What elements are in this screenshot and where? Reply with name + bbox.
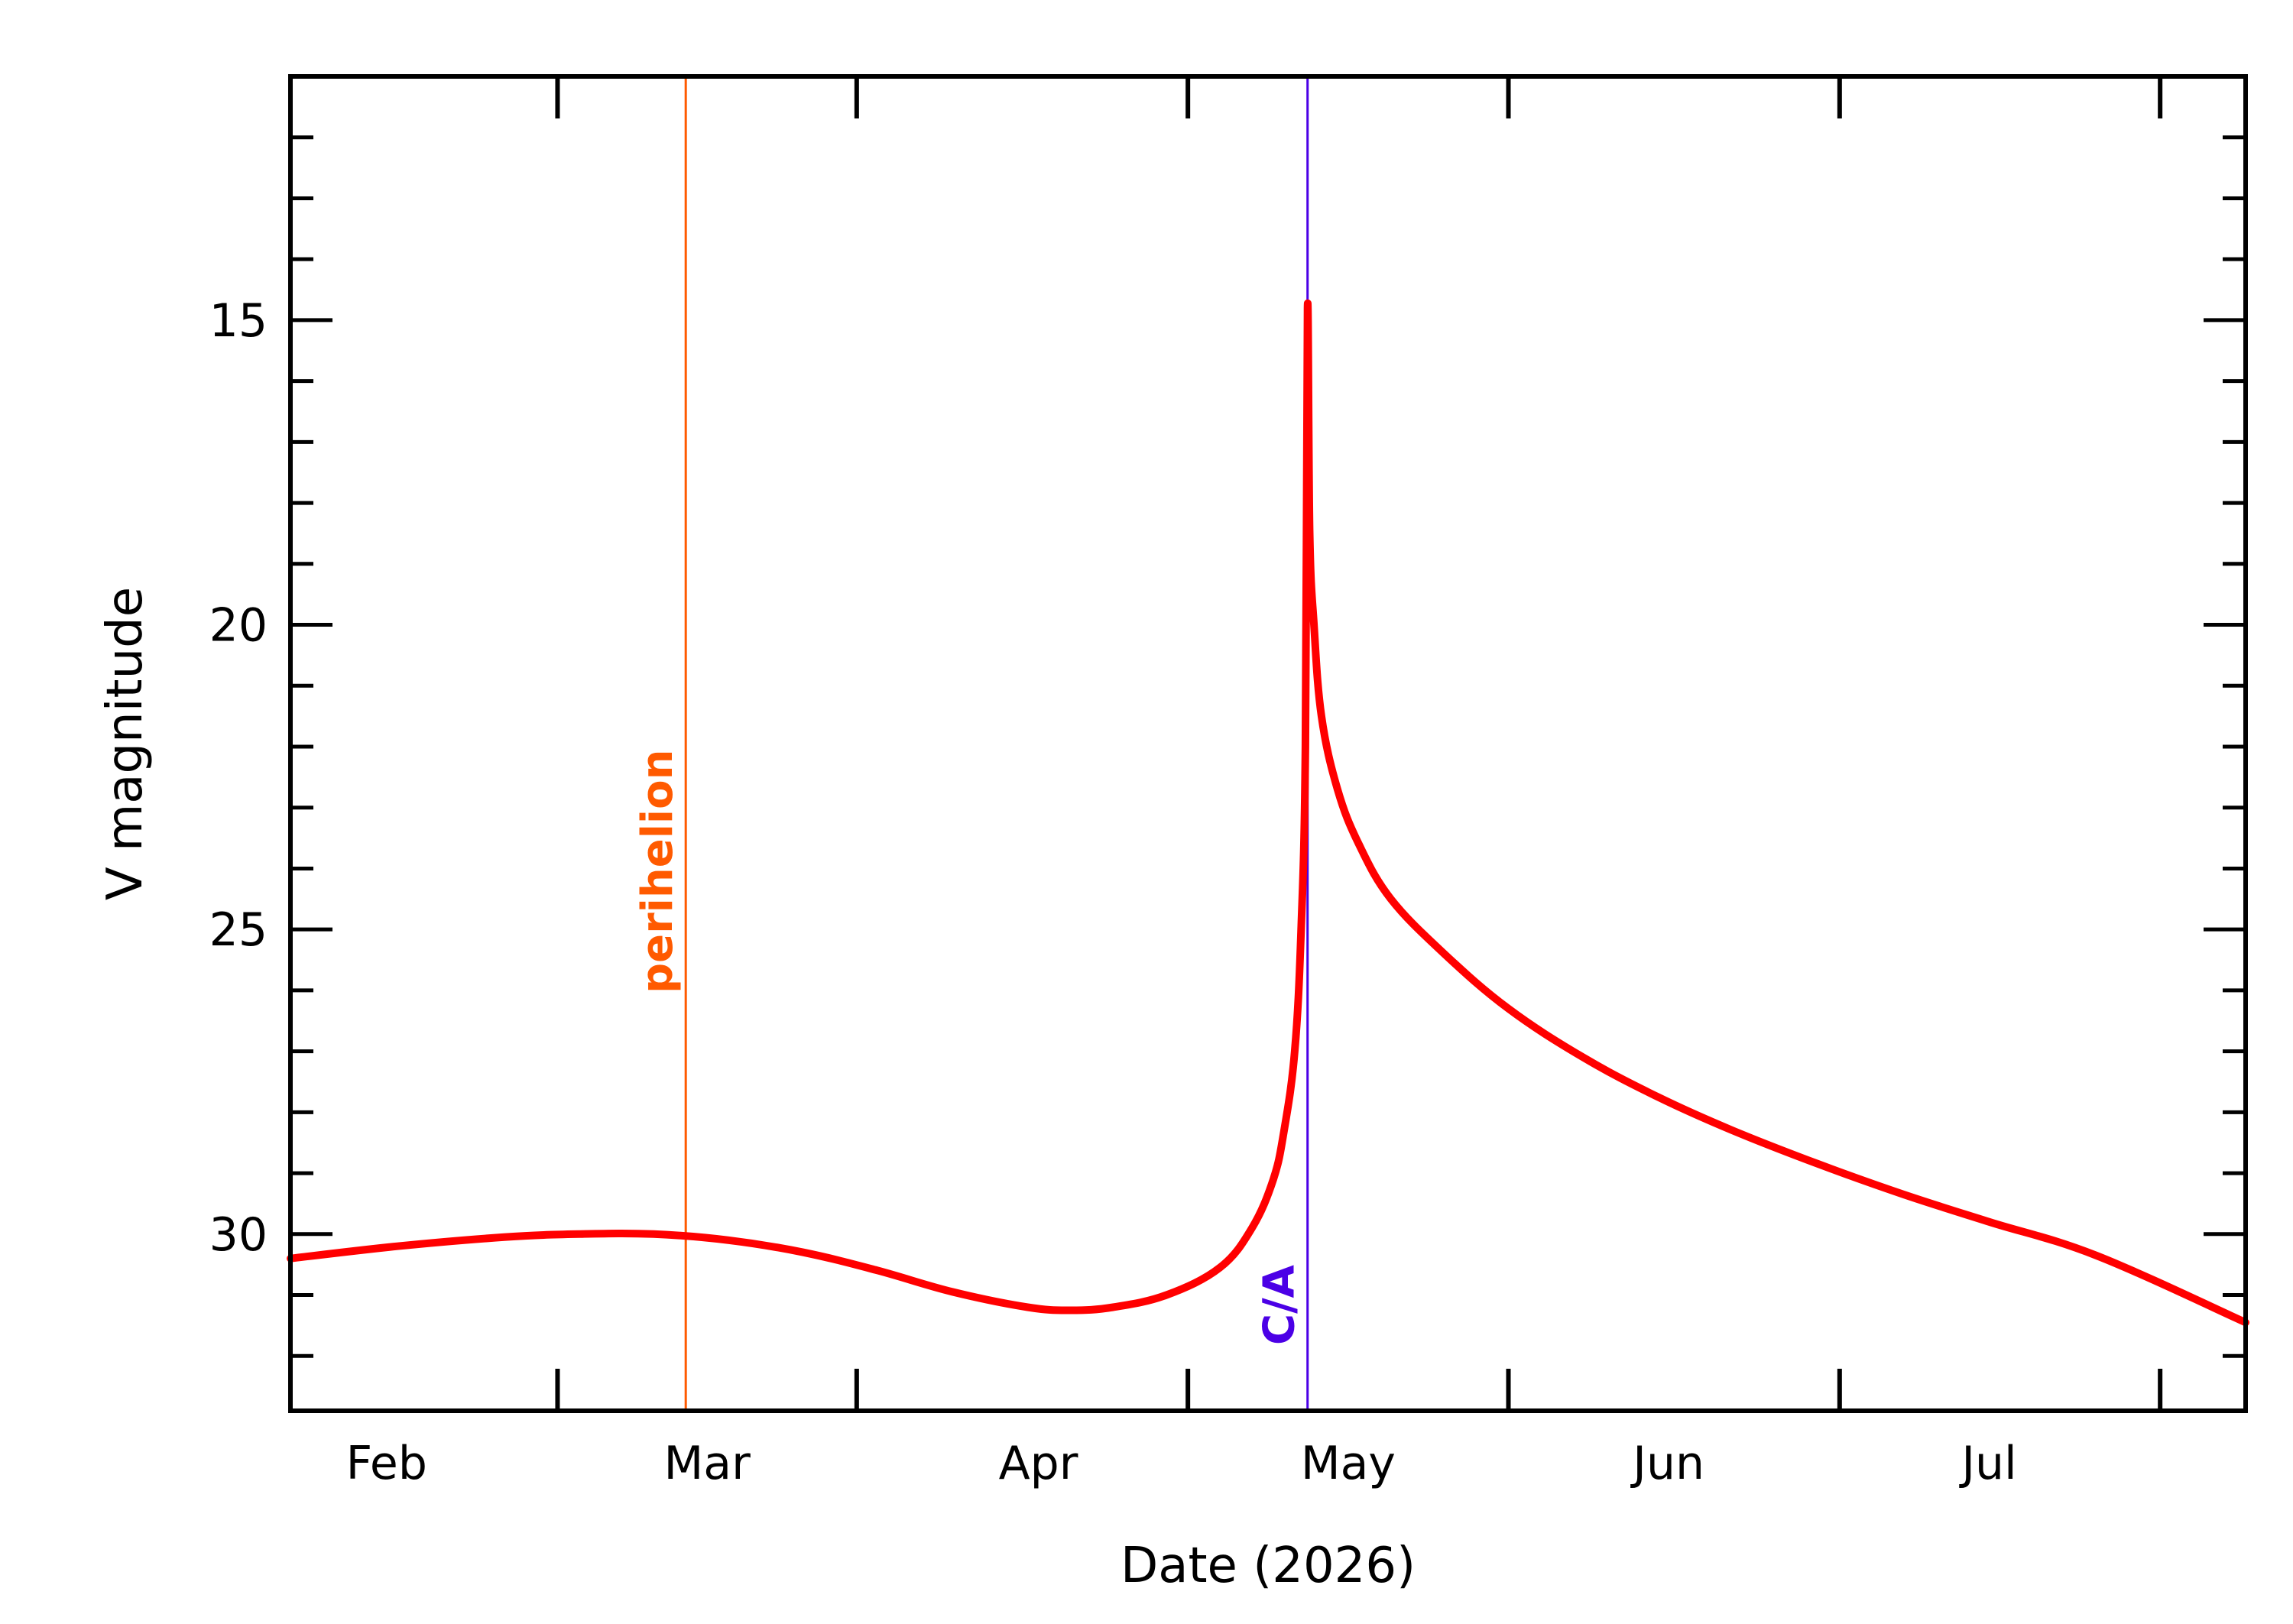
y-tick-label: 30 [209,1208,268,1262]
event-markers: perihelion C/A [633,76,1309,1411]
x-tick-label: May [1301,1437,1396,1490]
series-line [287,300,2249,1327]
x-tick-label: Jul [1958,1437,2016,1490]
y-tick-label: 15 [209,294,268,348]
x-axis-label: Date (2026) [1121,1538,1416,1594]
x-tick-label: Apr [999,1437,1078,1490]
marker-label: perihelion [633,750,683,994]
y-axis-label: V magnitude [97,587,154,900]
plot-frame [288,74,2248,1413]
y-tick-label: 20 [209,599,268,653]
x-tick-label: Mar [664,1437,751,1490]
y-tick-labels: 15 20 25 30 [209,294,268,1262]
y-tick-label: 25 [209,903,268,957]
x-tick-labels: Feb Mar Apr May Jun Jul [346,1437,2017,1490]
x-tick-label: Jun [1630,1437,1704,1490]
axis-ticks [290,76,2246,1411]
marker-label: C/A [1255,1264,1305,1345]
x-tick-label: Feb [346,1437,427,1490]
